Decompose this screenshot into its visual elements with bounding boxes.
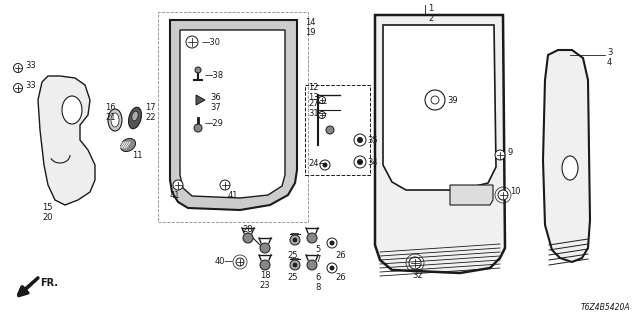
Ellipse shape [129, 107, 141, 129]
Circle shape [307, 260, 317, 270]
Circle shape [330, 241, 334, 245]
Text: 33: 33 [25, 81, 36, 90]
Text: 18: 18 [260, 270, 270, 279]
Circle shape [354, 156, 366, 168]
Text: 4: 4 [607, 58, 612, 67]
Text: 2: 2 [428, 13, 433, 22]
Circle shape [13, 84, 22, 92]
Circle shape [330, 266, 334, 270]
Circle shape [323, 163, 327, 167]
Text: 41: 41 [170, 190, 180, 199]
Text: 6: 6 [315, 273, 321, 282]
Text: 22: 22 [145, 113, 156, 122]
Circle shape [290, 260, 300, 270]
Circle shape [186, 36, 198, 48]
Circle shape [425, 90, 445, 110]
Text: 10: 10 [510, 188, 520, 196]
Text: 14: 14 [305, 18, 316, 27]
Circle shape [326, 126, 334, 134]
Circle shape [220, 180, 230, 190]
Text: 16: 16 [105, 102, 116, 111]
Circle shape [319, 97, 326, 103]
Ellipse shape [108, 109, 122, 131]
Text: 39: 39 [447, 95, 458, 105]
Text: 11: 11 [132, 150, 143, 159]
Text: 41: 41 [228, 190, 239, 199]
Circle shape [290, 235, 300, 245]
Ellipse shape [562, 156, 578, 180]
Text: 8: 8 [315, 283, 321, 292]
Circle shape [195, 67, 201, 73]
Circle shape [293, 263, 297, 267]
Circle shape [260, 243, 270, 253]
Text: 40—: 40— [215, 258, 234, 267]
Circle shape [236, 258, 244, 266]
Text: 3: 3 [607, 47, 612, 57]
Text: 26: 26 [335, 251, 346, 260]
Circle shape [173, 180, 183, 190]
Circle shape [327, 263, 337, 273]
Text: 26: 26 [335, 274, 346, 283]
Circle shape [498, 190, 508, 200]
Circle shape [354, 134, 366, 146]
Text: —30: —30 [202, 37, 221, 46]
Circle shape [243, 233, 253, 243]
Ellipse shape [111, 113, 119, 127]
Circle shape [327, 238, 337, 248]
Text: 36: 36 [210, 92, 221, 101]
Circle shape [320, 160, 330, 170]
Circle shape [319, 111, 326, 118]
Text: 25: 25 [287, 251, 298, 260]
Text: 34: 34 [367, 157, 378, 166]
Circle shape [495, 150, 505, 160]
Text: 9: 9 [507, 148, 512, 156]
Text: 32: 32 [413, 270, 423, 279]
Text: —38: —38 [205, 70, 224, 79]
Circle shape [358, 159, 362, 164]
Circle shape [13, 63, 22, 73]
Polygon shape [450, 185, 493, 205]
Polygon shape [375, 15, 505, 273]
Polygon shape [383, 25, 496, 190]
Text: 31—: 31— [308, 108, 327, 117]
Bar [158, 12, 308, 222]
Ellipse shape [62, 96, 82, 124]
Text: 1: 1 [428, 4, 433, 12]
Polygon shape [196, 95, 205, 105]
Polygon shape [38, 76, 95, 205]
Text: 33: 33 [25, 60, 36, 69]
Text: 20: 20 [42, 213, 52, 222]
Bar [305, 85, 370, 175]
Text: 37: 37 [210, 102, 221, 111]
Text: 35: 35 [367, 135, 378, 145]
Text: 17: 17 [145, 102, 156, 111]
Text: 7: 7 [315, 255, 321, 265]
Text: 13: 13 [308, 92, 319, 101]
Polygon shape [543, 50, 590, 262]
Text: —29: —29 [205, 118, 224, 127]
Text: 28: 28 [243, 226, 253, 235]
Text: 24—: 24— [308, 158, 327, 167]
Text: 5: 5 [315, 245, 320, 254]
Circle shape [307, 233, 317, 243]
Text: 23: 23 [260, 281, 270, 290]
Text: T6Z4B5420A: T6Z4B5420A [580, 303, 630, 312]
Text: FR.: FR. [40, 278, 58, 288]
Polygon shape [170, 20, 297, 210]
Polygon shape [180, 30, 285, 198]
Circle shape [260, 260, 270, 270]
Ellipse shape [120, 139, 136, 152]
Circle shape [358, 138, 362, 142]
Text: 15: 15 [42, 204, 52, 212]
Text: 21: 21 [105, 113, 115, 122]
Text: 19: 19 [305, 28, 316, 36]
Circle shape [293, 238, 297, 242]
Circle shape [409, 257, 421, 269]
Circle shape [194, 124, 202, 132]
Ellipse shape [132, 111, 138, 121]
Text: 25: 25 [287, 274, 298, 283]
Text: 27—: 27— [308, 99, 327, 108]
Text: 12: 12 [308, 83, 319, 92]
